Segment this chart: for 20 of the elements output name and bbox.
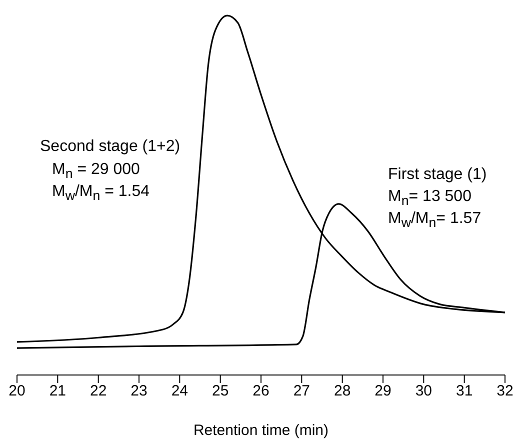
series-label: Second stage (1+2) (40, 138, 180, 156)
x-tick-label: 20 (8, 382, 26, 400)
x-tick-label: 24 (171, 382, 188, 400)
x-tick-label: 21 (49, 382, 66, 400)
x-tick-label: 26 (252, 382, 270, 400)
x-tick-label: 22 (90, 382, 107, 400)
x-tick-label: 25 (212, 382, 229, 400)
x-tick-label: 31 (456, 382, 473, 400)
annotation: M$_{n}$ = 29 000 (52, 161, 140, 182)
text: First stage (1) (388, 166, 487, 184)
x-tick-label: 27 (293, 382, 310, 400)
x-tick-label: 32 (496, 382, 514, 400)
annotation: M$_{w}$/M$_{n}$ = 1.54 (52, 183, 150, 204)
x-tick-label: 29 (374, 382, 392, 400)
x-tick-label: 28 (334, 382, 351, 400)
x-tick-label: 23 (130, 382, 148, 400)
annotation: M$_{n}$= 13 500 (388, 188, 472, 208)
x-axis-title: Retention time (min) (193, 422, 329, 439)
x-tick-label: 30 (415, 382, 432, 400)
annotation: M$_{w}$/M$_{n}$= 1.57 (388, 210, 482, 230)
